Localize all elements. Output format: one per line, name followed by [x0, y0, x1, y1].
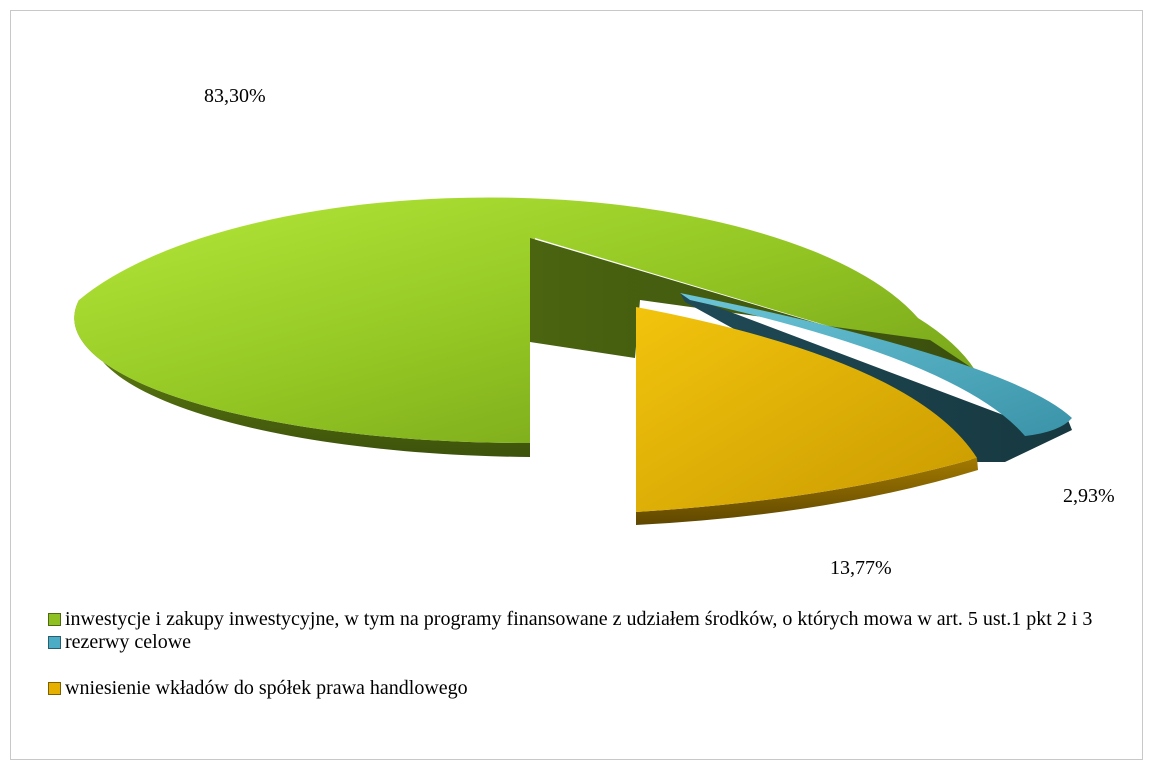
slice-top	[680, 293, 1072, 436]
pie-chart	[74, 197, 1072, 525]
pie-slice-rezerwy	[680, 293, 1072, 462]
chart-frame	[10, 10, 1143, 760]
chart-legend: inwestycje i zakupy inwestycyjne, w tym …	[48, 608, 1138, 700]
legend-label: rezerwy celowe	[65, 631, 192, 653]
legend-label: inwestycje i zakupy inwestycyjne, w tym …	[65, 608, 1093, 630]
legend-item-wnoszenie: wniesienie wkładów do spółek prawa handl…	[48, 677, 1138, 700]
slice-top	[74, 197, 976, 444]
data-label-slice-3: 13,77%	[830, 557, 892, 579]
slice-top	[636, 307, 977, 512]
legend-swatch-blue	[48, 636, 61, 649]
legend-swatch-green	[48, 613, 61, 626]
legend-item-inwestycje: inwestycje i zakupy inwestycyjne, w tym …	[48, 608, 1138, 631]
legend-item-rezerwy: rezerwy celowe	[48, 631, 1138, 654]
data-label-slice-1: 83,30%	[204, 85, 266, 107]
slice-wall	[680, 293, 1072, 462]
pie-slice-wnoszenie	[636, 307, 978, 525]
legend-swatch-gold	[48, 682, 61, 695]
slice-side	[636, 458, 978, 525]
data-label-slice-2: 2,93%	[1063, 485, 1115, 507]
legend-label: wniesienie wkładów do spółek prawa handl…	[65, 677, 468, 699]
